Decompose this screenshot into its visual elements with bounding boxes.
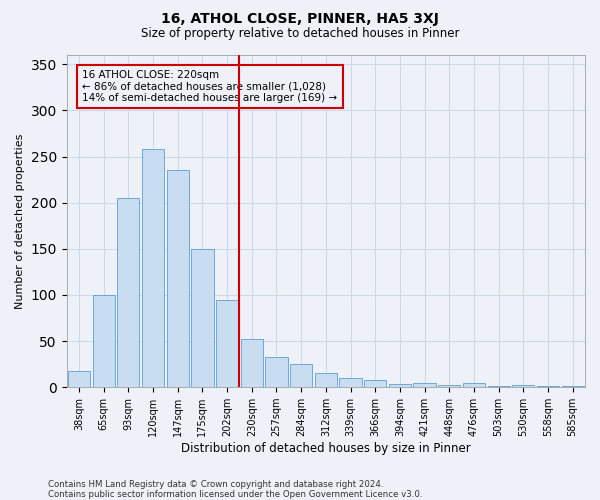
X-axis label: Distribution of detached houses by size in Pinner: Distribution of detached houses by size … (181, 442, 471, 455)
Text: Contains public sector information licensed under the Open Government Licence v3: Contains public sector information licen… (48, 490, 422, 499)
Bar (167, 170, 189, 387)
Text: Contains HM Land Registry data © Crown copyright and database right 2024.: Contains HM Land Registry data © Crown c… (48, 480, 383, 489)
Bar (340, 378, 362, 387)
Bar (68, 370, 90, 387)
Bar (241, 339, 263, 387)
Bar (117, 198, 139, 387)
Bar (389, 384, 411, 387)
Bar (216, 300, 238, 387)
Bar (488, 386, 510, 387)
Bar (191, 249, 214, 387)
Y-axis label: Number of detached properties: Number of detached properties (15, 134, 25, 309)
Bar (562, 386, 584, 387)
Bar (92, 295, 115, 387)
Bar (413, 382, 436, 387)
Bar (463, 382, 485, 387)
Bar (512, 386, 535, 387)
Text: 16 ATHOL CLOSE: 220sqm
← 86% of detached houses are smaller (1,028)
14% of semi-: 16 ATHOL CLOSE: 220sqm ← 86% of detached… (82, 70, 337, 103)
Bar (537, 386, 559, 387)
Bar (290, 364, 312, 387)
Text: Size of property relative to detached houses in Pinner: Size of property relative to detached ho… (141, 28, 459, 40)
Bar (438, 386, 460, 387)
Bar (265, 357, 287, 387)
Text: 16, ATHOL CLOSE, PINNER, HA5 3XJ: 16, ATHOL CLOSE, PINNER, HA5 3XJ (161, 12, 439, 26)
Bar (315, 374, 337, 387)
Bar (142, 149, 164, 387)
Bar (364, 380, 386, 387)
